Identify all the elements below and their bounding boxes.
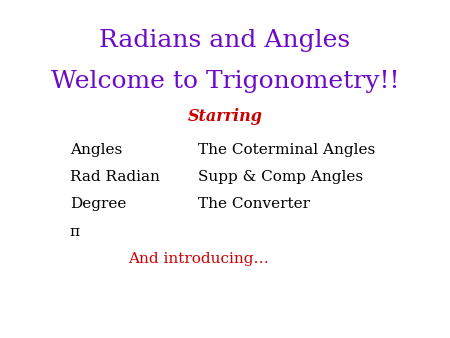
Text: π: π	[70, 224, 80, 239]
Text: Starring: Starring	[188, 108, 262, 125]
Text: Supp & Comp Angles: Supp & Comp Angles	[198, 170, 363, 185]
Text: Angles: Angles	[70, 143, 122, 158]
Text: The Converter: The Converter	[198, 197, 310, 212]
Text: And introducing…: And introducing…	[128, 251, 269, 266]
Text: The Coterminal Angles: The Coterminal Angles	[198, 143, 375, 158]
Text: Degree: Degree	[70, 197, 126, 212]
Text: Radians and Angles: Radians and Angles	[99, 29, 351, 52]
Text: Welcome to Trigonometry!!: Welcome to Trigonometry!!	[51, 70, 399, 93]
Text: Rad Radian: Rad Radian	[70, 170, 160, 185]
